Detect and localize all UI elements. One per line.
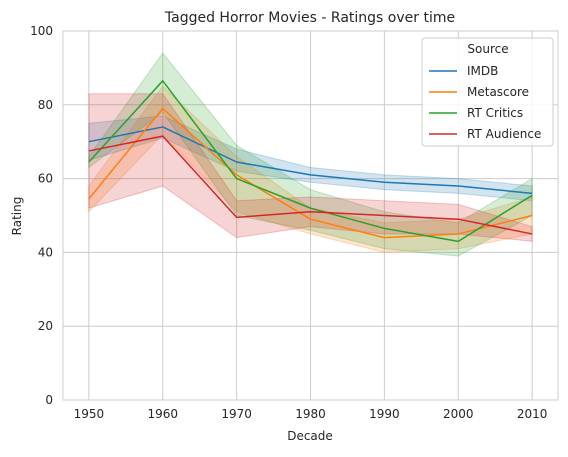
x-tick-label: 1990	[369, 407, 400, 421]
legend-label-rt-critics: RT Critics	[467, 106, 523, 120]
confidence-bands	[88, 52, 533, 257]
y-tick-label: 20	[38, 319, 53, 333]
x-tick-label: 1970	[221, 407, 252, 421]
legend: Source IMDB Metascore RT Critics RT Audienc…	[421, 37, 554, 147]
confidence-band-imdb	[88, 115, 533, 202]
legend-label-imdb: IMDB	[467, 64, 498, 78]
series-lines	[88, 80, 533, 243]
series-line-imdb	[88, 126, 533, 195]
confidence-band-metascore	[88, 85, 533, 253]
legend-label-metascore: Metascore	[467, 85, 529, 99]
plot-frame	[62, 30, 559, 401]
legend-label-rt-audience: RT Audience	[467, 127, 541, 141]
series-line-metascore	[88, 107, 533, 239]
x-axis-title: Decade	[287, 429, 333, 443]
series-line-rt-audience	[88, 135, 533, 235]
x-tick-label: 2000	[443, 407, 474, 421]
chart-title: Tagged Horror Movies - Ratings over time	[164, 10, 455, 26]
y-tick-label: 80	[38, 98, 53, 112]
legend-box	[421, 37, 554, 147]
x-tick-label: 2010	[517, 407, 548, 421]
x-tick-label: 1960	[147, 407, 178, 421]
y-tick-label: 40	[38, 245, 53, 259]
y-axis-title: Rating	[10, 197, 24, 236]
series-line-rt-critics	[88, 80, 533, 243]
y-tick-label: 0	[45, 393, 53, 407]
confidence-band-rt-critics	[88, 52, 533, 257]
grid	[62, 30, 559, 401]
legend-title: Source	[467, 42, 508, 56]
y-tick-label: 100	[30, 24, 53, 38]
x-tick-labels: 1950 1960 1970 1980 1990 2000 2010	[74, 407, 548, 421]
y-tick-labels: 0 20 40 60 80 100	[30, 24, 53, 407]
x-tick-label: 1980	[295, 407, 326, 421]
y-tick-label: 60	[38, 172, 53, 186]
legend-items: IMDB Metascore RT Critics RT Audience	[429, 64, 541, 141]
confidence-band-rt-audience	[88, 93, 533, 242]
x-tick-label: 1950	[74, 407, 105, 421]
